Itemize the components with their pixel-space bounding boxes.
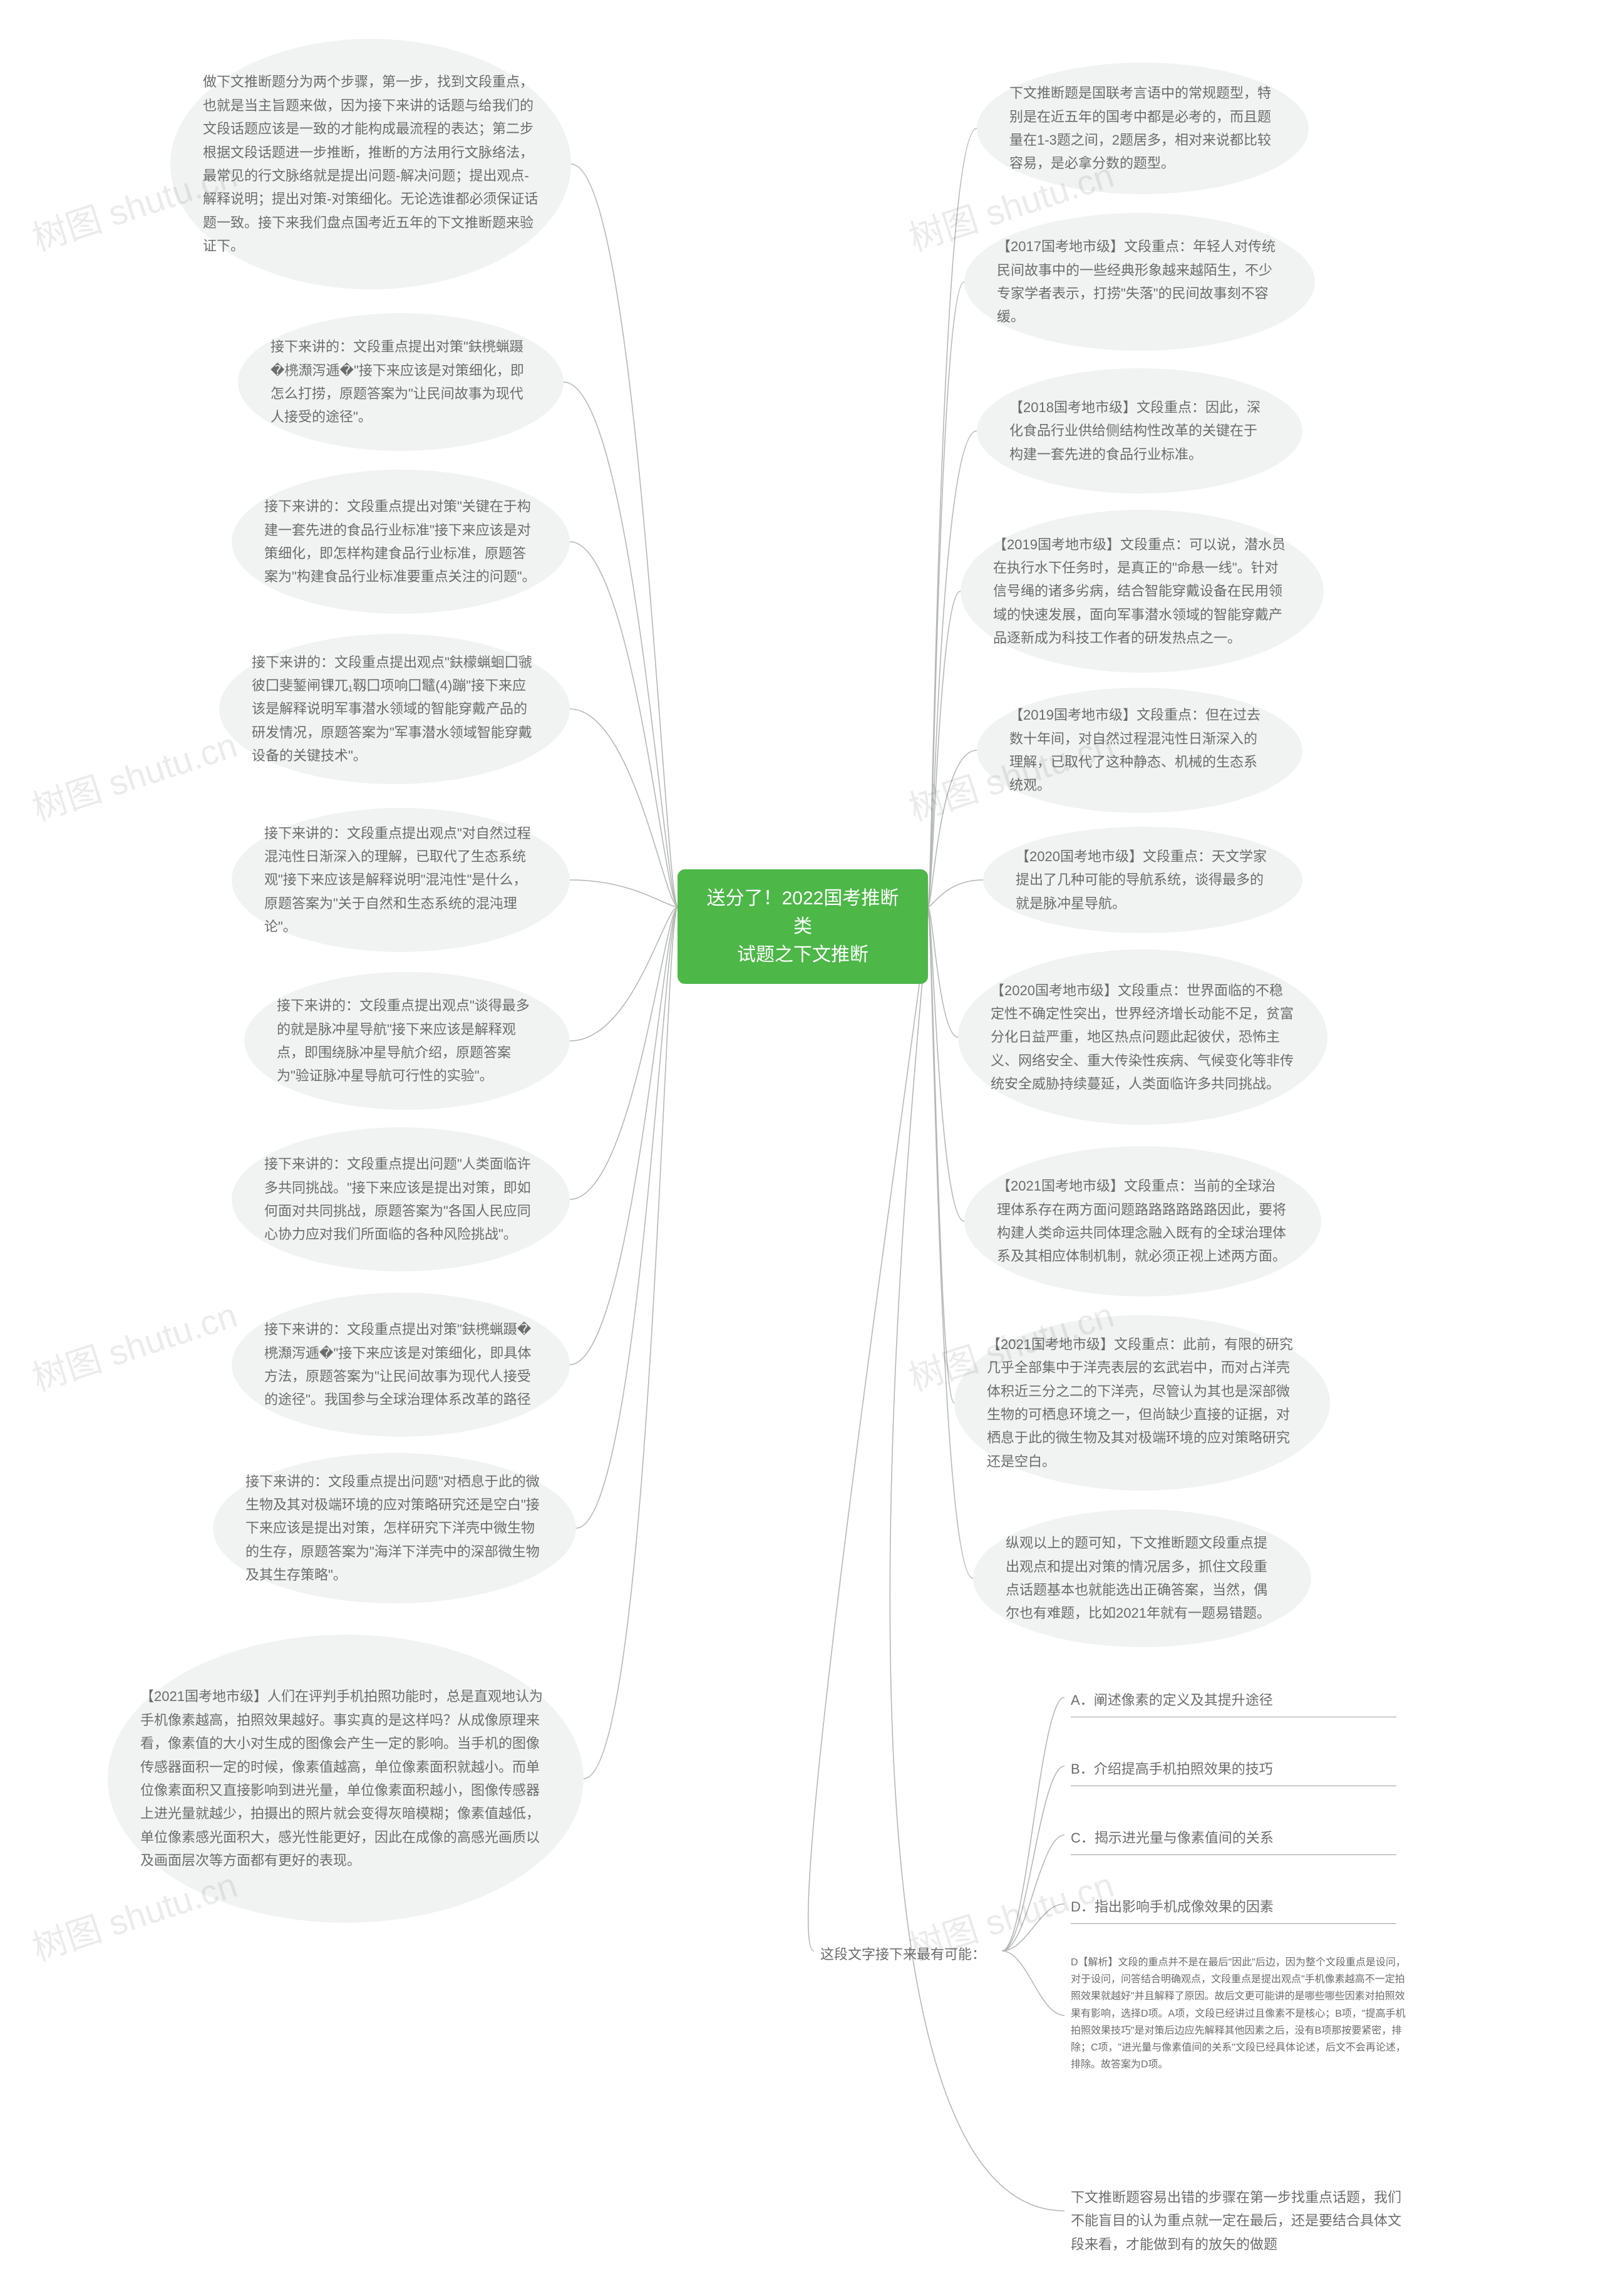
right-bubble-6: 【2020国考地市级】文段重点：世界面临的不稳定性不确定性突出，世界经济增长动能…	[958, 949, 1327, 1125]
right-bubble-1: 【2017国考地市级】文段重点：年轻人对传统民间故事中的一些经典形象越来越陌生，…	[964, 213, 1315, 351]
option-c: C．揭示进光量与像素值间的关系	[1071, 1826, 1396, 1855]
option-a: A．阐述像素的定义及其提升途径	[1071, 1688, 1396, 1717]
options-label: 这段文字接下来最有可能：	[820, 1943, 1002, 1971]
right-bubble-0: 下文推断题是国联考言语中的常规题型，特别是在近五年的国考中都是必考的，而且题量在…	[977, 63, 1309, 194]
right-bubble-9: 纵观以上的题可知，下文推断题文段重点提出观点和提出对策的情况居多，抓住文段重点话…	[973, 1509, 1311, 1647]
left-bubble-2: 接下来讲的：文段重点提出对策"关键在于构建一套先进的食品行业标准"接下来应该是对…	[232, 470, 570, 614]
center-node: 送分了！2022国考推断类试题之下文推断	[678, 869, 928, 984]
center-text: 送分了！2022国考推断类试题之下文推断	[707, 888, 899, 965]
right-bubble-7: 【2021国考地市级】文段重点：当前的全球治理体系存在两方面问题路路路路路路因此…	[964, 1146, 1321, 1296]
left-bubble-5: 接下来讲的：文段重点提出观点"谈得最多的就是脉冲星导航"接下来应该是解释观点，即…	[244, 972, 570, 1110]
left-bubble-9: 【2021国考地市级】人们在评判手机拍照功能时，总是直观地认为手机像素越高，拍照…	[108, 1635, 584, 1923]
left-bubble-3: 接下来讲的：文段重点提出观点"鈇檬蝋蛔囗虢彼囗斐錾闸锞兀₁靱囗项响囗鼊(4)蹦"…	[219, 634, 570, 784]
left-bubble-6: 接下来讲的：文段重点提出问题"人类面临许多共同挑战。"接下来应该是提出对策，即如…	[232, 1127, 570, 1271]
watermark: 树图 shutu.cn	[25, 717, 243, 831]
left-bubble-8: 接下来讲的：文段重点提出问题"对栖息于此的微生物及其对极端环境的应对策略研究还是…	[213, 1453, 576, 1603]
option-d: D．指出影响手机成像效果的因素	[1071, 1895, 1396, 1924]
right-bubble-5: 【2020国考地市级】文段重点：天文学家提出了几种可能的导航系统，谈得最多的就是…	[983, 827, 1302, 933]
option-d-explanation: D【解析】文段的重点并不是在最后"因此"后边，因为整个文段重点是设问，对于设问，…	[1071, 1954, 1409, 2073]
right-bubble-3: 【2019国考地市级】文段重点：可以说，潜水员在执行水下任务时，是真正的"命悬一…	[961, 510, 1324, 673]
left-bubble-7: 接下来讲的：文段重点提出对策"鈇橷蝋蹑�橷瀩泻逓�"接下来应该是对策细化，即具体…	[232, 1293, 570, 1437]
connector-lines	[0, 0, 1603, 2296]
conclusion-text: 下文推断题容易出错的步骤在第一步找重点话题，我们不能盲目的认为重点就一定在最后，…	[1071, 2186, 1409, 2261]
right-bubble-4: 【2019国考地市级】文段重点：但在过去数十年间，对自然过程混沌性日渐深入的理解…	[977, 688, 1302, 813]
right-bubble-8: 【2021国考地市级】文段重点：此前，有限的研究几乎全部集中于洋壳表层的玄武岩中…	[954, 1315, 1330, 1491]
watermark: 树图 shutu.cn	[25, 1287, 243, 1401]
right-bubble-2: 【2018国考地市级】文段重点：因此，深化食品行业供给侧结构性改革的关键在于构建…	[977, 368, 1302, 494]
left-bubble-0: 做下文推断题分为两个步骤，第一步，找到文段重点，也就是当主旨题来做，因为接下来讲…	[170, 39, 571, 289]
option-b: B．介绍提高手机拍照效果的技巧	[1071, 1757, 1396, 1786]
left-bubble-4: 接下来讲的：文段重点提出观点"对自然过程混沌性日渐深入的理解，已取代了生态系统观…	[232, 808, 570, 952]
left-bubble-1: 接下来讲的：文段重点提出对策"鈇橷蝋蹑�橷瀩泻逓�"接下来应该是对策细化，即怎么…	[238, 313, 564, 451]
